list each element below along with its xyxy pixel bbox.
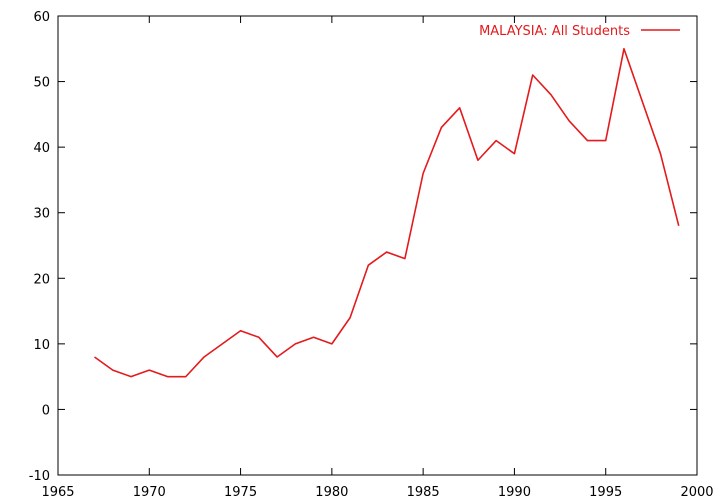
- x-tick-label: 1975: [224, 485, 257, 500]
- x-tick-label: 2000: [680, 485, 713, 500]
- y-tick-label: 0: [42, 403, 50, 418]
- axis-tick-labels: 1965 1970 1975 1980 1985 1990 1995 2000 -10 0 10 20…: [29, 10, 714, 500]
- y-tick-label: 20: [33, 272, 50, 287]
- x-tick-label: 1990: [498, 485, 531, 500]
- x-tick-label: 1995: [589, 485, 622, 500]
- y-tick-label: -10: [29, 469, 50, 484]
- y-tick-label: 30: [33, 207, 50, 222]
- y-tick-label: 60: [33, 10, 50, 25]
- x-tick-label: 1980: [315, 485, 348, 500]
- x-tick-label: 1970: [133, 485, 166, 500]
- series-line: [94, 47, 680, 378]
- legend-label: MALAYSIA: All Students: [479, 24, 630, 39]
- y-tick-label: 50: [33, 76, 50, 91]
- plot-frame: [57, 15, 698, 476]
- x-tick-label: 1965: [41, 485, 74, 500]
- legend: MALAYSIA: All Students: [479, 24, 680, 39]
- x-tick-label: 1985: [407, 485, 440, 500]
- y-tick-label: 40: [33, 141, 50, 156]
- y-tick-label: 10: [33, 338, 50, 353]
- axis-ticks: [57, 15, 698, 476]
- series-layer: [94, 47, 680, 378]
